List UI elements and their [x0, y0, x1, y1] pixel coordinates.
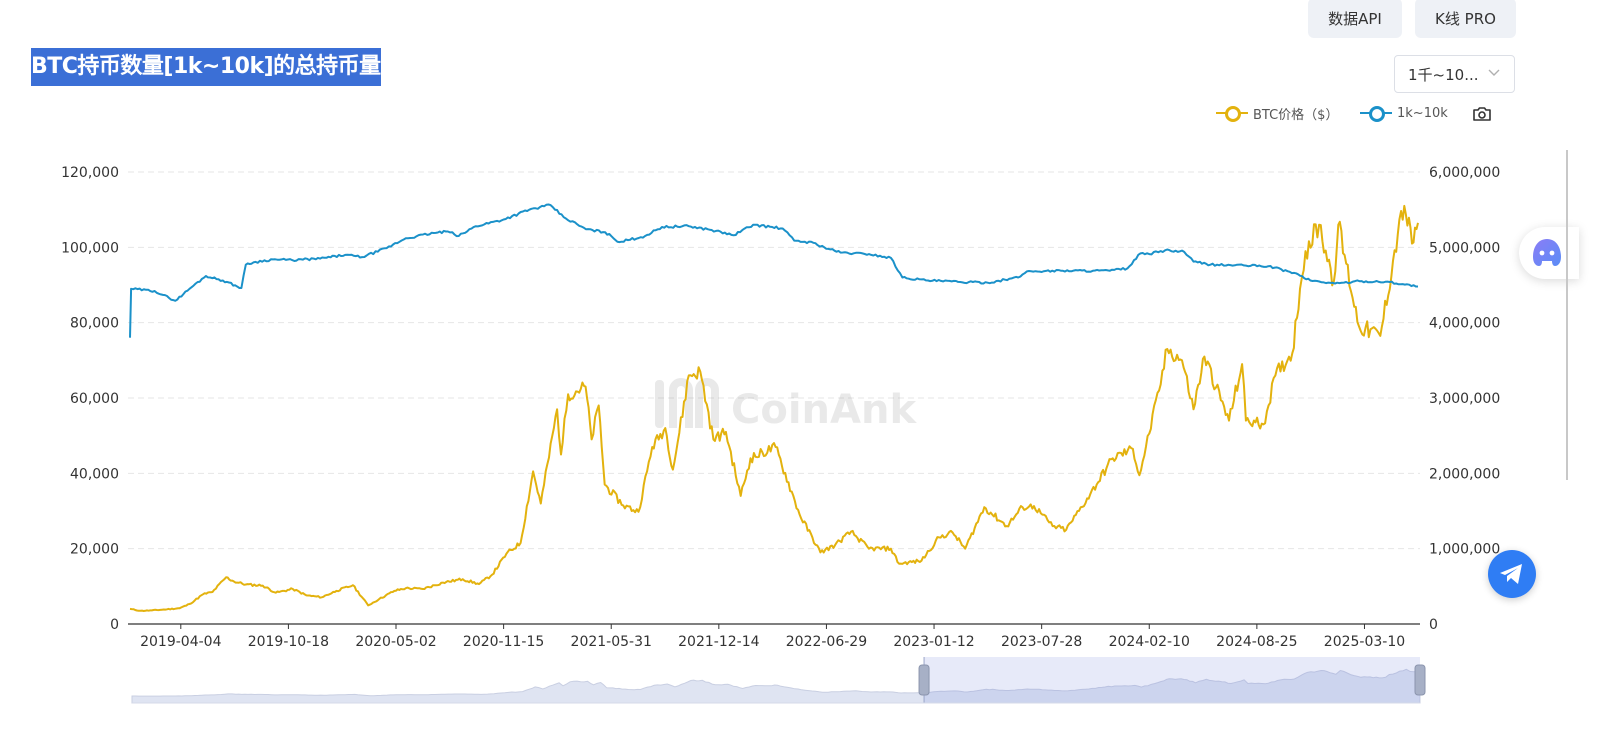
y-axis-right: 6,000,000 5,000,000 4,000,000 3,000,000 2,00…	[1429, 165, 1500, 633]
series-line-holdings	[129, 203, 1418, 338]
camera-icon[interactable]	[1472, 105, 1492, 123]
svg-text:CoinAnk: CoinAnk	[731, 387, 917, 433]
data-api-button[interactable]: 数据API	[1308, 0, 1402, 38]
x-tick-label: 2022-06-29	[786, 634, 867, 650]
x-tick-label: 2024-02-10	[1109, 634, 1190, 650]
zoom-window[interactable]	[924, 657, 1420, 703]
y-right-tick-label: 2,000,000	[1429, 466, 1500, 482]
y-left-tick-label: 40,000	[70, 466, 119, 482]
page-scrollbar[interactable]	[1566, 150, 1568, 480]
y-left-tick-label: 0	[110, 617, 119, 633]
legend-price-label: BTC价格（$）	[1253, 107, 1339, 123]
zoom-slider[interactable]	[131, 657, 1426, 704]
x-tick-label: 2020-11-15	[463, 634, 544, 650]
y-right-tick-label: 3,000,000	[1429, 391, 1500, 407]
legend-holdings-label: 1k~10k	[1397, 105, 1448, 121]
y-left-tick-label: 60,000	[70, 391, 119, 407]
y-left-tick-label: 100,000	[61, 240, 119, 256]
x-tick-label: 2023-01-12	[893, 634, 974, 650]
chevron-down-icon	[1488, 66, 1500, 81]
y-right-tick-label: 1,000,000	[1429, 542, 1500, 558]
zoom-handle-left[interactable]	[918, 664, 930, 696]
holding-range-value: 1千~10...	[1408, 65, 1479, 84]
legend-holdings-swatch	[1360, 102, 1392, 124]
x-tick-label: 2019-10-18	[248, 634, 329, 650]
telegram-button[interactable]	[1488, 550, 1536, 598]
x-tick-label: 2021-05-31	[571, 634, 652, 650]
y-left-tick-label: 80,000	[70, 316, 119, 332]
telegram-icon	[1500, 564, 1522, 584]
holding-range-select[interactable]: 1千~10...	[1394, 55, 1515, 93]
legend-item-price[interactable]: BTC价格（$）	[1216, 102, 1338, 124]
x-tick-label: 2021-12-14	[678, 634, 759, 650]
y-axis-left: 120,000 100,000 80,000 60,000 40,000 20,000 0	[61, 165, 119, 633]
ai-assistant-button[interactable]	[1519, 227, 1579, 279]
y-right-tick-label: 5,000,000	[1429, 240, 1500, 256]
y-right-tick-label: 6,000,000	[1429, 165, 1500, 181]
x-tick-label: 2019-04-04	[140, 634, 221, 650]
watermark: CoinAnk	[655, 378, 917, 433]
x-tick-label: 2025-03-10	[1324, 634, 1405, 650]
kline-pro-button[interactable]: K线 PRO	[1415, 0, 1516, 38]
zoom-handle-right[interactable]	[1414, 664, 1426, 696]
x-axis: 2019-04-04 2019-10-18 2020-05-02 2020-11-15…	[140, 624, 1405, 650]
y-right-tick-label: 4,000,000	[1429, 316, 1500, 332]
x-tick-label: 2024-08-25	[1216, 634, 1297, 650]
series-line-price	[129, 204, 1419, 612]
legend-price-swatch	[1216, 102, 1248, 124]
y-right-tick-label: 0	[1429, 617, 1438, 633]
x-tick-label: 2020-05-02	[355, 634, 436, 650]
ai-assistant-icon	[1533, 239, 1561, 266]
y-left-tick-label: 120,000	[61, 165, 119, 181]
x-tick-label: 2023-07-28	[1001, 634, 1082, 650]
zoom-preview-area	[131, 668, 1421, 704]
legend-item-holdings[interactable]: 1k~10k	[1360, 102, 1448, 124]
y-left-tick-label: 20,000	[70, 542, 119, 558]
chart-title: BTC持币数量[1k~10k]的总持币量	[31, 48, 381, 86]
